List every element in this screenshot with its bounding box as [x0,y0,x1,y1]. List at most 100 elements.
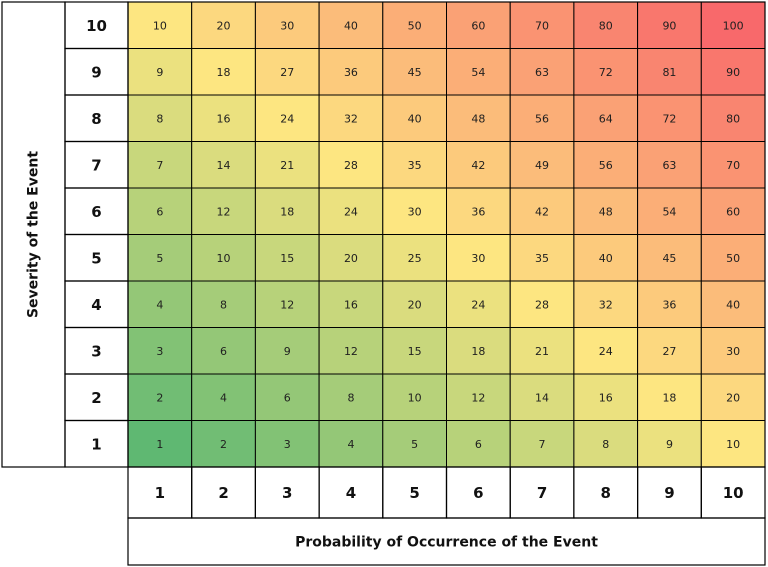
cell-value-label: 1 [156,438,163,451]
cell-value-label: 6 [156,205,163,218]
heatmap-cell [191,48,256,96]
cell-value-label: 36 [471,205,485,218]
heatmap-cell [573,48,639,96]
heatmap-cell [191,373,256,421]
heatmap-cell [127,141,193,189]
heatmap-cell [254,327,320,375]
x-tick-label: 1 [155,484,165,502]
cell-value-label: 27 [662,345,676,358]
cell-value-label: 12 [344,345,358,358]
cell-value-label: 72 [662,112,676,125]
cell-value-label: 9 [666,438,673,451]
heatmap-cell [637,48,702,96]
cell-value-label: 60 [726,205,740,218]
cell-value-label: 80 [726,112,740,125]
cell-value-label: 24 [599,345,613,358]
cell-value-label: 30 [726,345,740,358]
heatmap-cell [382,327,447,375]
y-tick-label: 8 [91,110,101,128]
y-tick-label: 5 [91,249,101,267]
cell-value-label: 72 [599,66,613,79]
heatmap-cell [573,327,639,375]
cell-value-label: 20 [217,19,231,32]
heatmap-cell [700,48,766,96]
cell-value-label: 40 [344,19,358,32]
heatmap-cell [254,94,320,142]
y-tick-label: 10 [86,17,107,35]
cell-value-label: 5 [411,438,418,451]
heatmap-cell [573,280,639,328]
cell-value-label: 49 [535,159,549,172]
cell-value-label: 20 [408,298,422,311]
cell-value-label: 7 [156,159,163,172]
cell-value-label: 90 [662,19,676,32]
heatmap-cell [509,373,575,421]
heatmap-cell [127,94,193,142]
cell-value-label: 10 [217,252,231,265]
cell-value-label: 64 [599,112,613,125]
heatmap-cell [127,234,193,282]
cell-value-label: 12 [280,298,294,311]
cell-value-label: 24 [471,298,485,311]
cell-value-label: 4 [220,391,227,404]
x-tick-label: 10 [723,484,744,502]
cell-value-label: 6 [220,345,227,358]
heatmap-cell [700,1,766,49]
cell-value-label: 3 [156,345,163,358]
cell-value-label: 20 [726,391,740,404]
cell-value-label: 56 [599,159,613,172]
cell-value-label: 40 [408,112,422,125]
cell-value-label: 24 [344,205,358,218]
heatmap-cell [254,373,320,421]
heatmap-cell [382,187,447,235]
cell-value-label: 10 [408,391,422,404]
cell-value-label: 32 [599,298,613,311]
heatmap-cell [700,420,766,468]
y-tick-label: 6 [91,203,101,221]
cell-value-label: 30 [471,252,485,265]
heatmap-cell [509,141,575,189]
heatmap-cell [318,234,384,282]
cell-value-label: 30 [408,205,422,218]
cell-value-label: 50 [408,19,422,32]
cell-value-label: 36 [662,298,676,311]
y-tick-label: 2 [91,389,101,407]
cell-value-label: 63 [662,159,676,172]
cell-value-label: 18 [471,345,485,358]
cell-value-label: 54 [662,205,676,218]
cell-value-label: 48 [471,112,485,125]
cell-value-label: 6 [284,391,291,404]
cell-value-label: 14 [535,391,549,404]
heatmap-cell [446,327,511,375]
heatmap-cell [509,280,575,328]
x-tick-label: 7 [537,484,547,502]
cell-value-label: 81 [662,66,676,79]
cell-value-label: 45 [662,252,676,265]
heatmap-cell [637,141,702,189]
x-tick-label: 6 [473,484,483,502]
y-axis-ticks: 10 9 8 7 6 5 4 3 2 1 [86,17,107,454]
cell-value-label: 10 [726,438,740,451]
cell-value-label: 8 [602,438,609,451]
heatmap-cell [700,280,766,328]
heatmap-cell [637,94,702,142]
cell-value-label: 42 [535,205,549,218]
y-tick-label: 9 [91,63,101,81]
cell-value-label: 12 [217,205,231,218]
heatmap-cell [573,420,639,468]
heatmap-cell [382,373,447,421]
cell-value-label: 28 [535,298,549,311]
cell-value-label: 63 [535,66,549,79]
cell-value-label: 28 [344,159,358,172]
cell-value-label: 36 [344,66,358,79]
y-axis-title: Severity of the Event [26,151,42,318]
cell-value-label: 18 [662,391,676,404]
cell-value-label: 16 [599,391,613,404]
heatmap-cell [191,1,256,49]
heatmap-cell [637,373,702,421]
cell-value-label: 42 [471,159,485,172]
cell-value-label: 27 [280,66,294,79]
cell-value-label: 3 [284,438,291,451]
